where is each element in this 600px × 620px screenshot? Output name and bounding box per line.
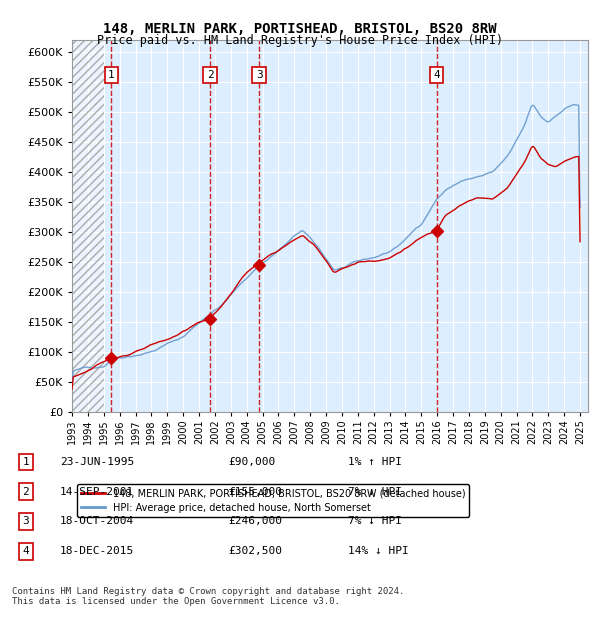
Text: 4: 4 <box>433 70 440 80</box>
Text: £155,000: £155,000 <box>228 487 282 497</box>
Text: Price paid vs. HM Land Registry's House Price Index (HPI): Price paid vs. HM Land Registry's House … <box>97 34 503 47</box>
Text: 1: 1 <box>22 457 29 467</box>
Text: 18-DEC-2015: 18-DEC-2015 <box>60 546 134 556</box>
Text: £90,000: £90,000 <box>228 457 275 467</box>
Text: 7% ↓ HPI: 7% ↓ HPI <box>348 487 402 497</box>
Text: £246,000: £246,000 <box>228 516 282 526</box>
Bar <box>72 40 104 412</box>
Text: 3: 3 <box>256 70 263 80</box>
Text: 2: 2 <box>207 70 214 80</box>
Text: 1: 1 <box>108 70 115 80</box>
Bar <box>72 40 104 412</box>
Text: 3: 3 <box>22 516 29 526</box>
Text: 14% ↓ HPI: 14% ↓ HPI <box>348 546 409 556</box>
Text: 7% ↓ HPI: 7% ↓ HPI <box>348 516 402 526</box>
Text: 1% ↑ HPI: 1% ↑ HPI <box>348 457 402 467</box>
Text: 23-JUN-1995: 23-JUN-1995 <box>60 457 134 467</box>
Text: 148, MERLIN PARK, PORTISHEAD, BRISTOL, BS20 8RW: 148, MERLIN PARK, PORTISHEAD, BRISTOL, B… <box>103 22 497 36</box>
Text: 14-SEP-2001: 14-SEP-2001 <box>60 487 134 497</box>
Text: Contains HM Land Registry data © Crown copyright and database right 2024.
This d: Contains HM Land Registry data © Crown c… <box>12 587 404 606</box>
Text: 18-OCT-2004: 18-OCT-2004 <box>60 516 134 526</box>
Text: 2: 2 <box>22 487 29 497</box>
Text: £302,500: £302,500 <box>228 546 282 556</box>
Legend: 148, MERLIN PARK, PORTISHEAD, BRISTOL, BS20 8RW (detached house), HPI: Average p: 148, MERLIN PARK, PORTISHEAD, BRISTOL, B… <box>77 484 469 516</box>
Text: 4: 4 <box>22 546 29 556</box>
